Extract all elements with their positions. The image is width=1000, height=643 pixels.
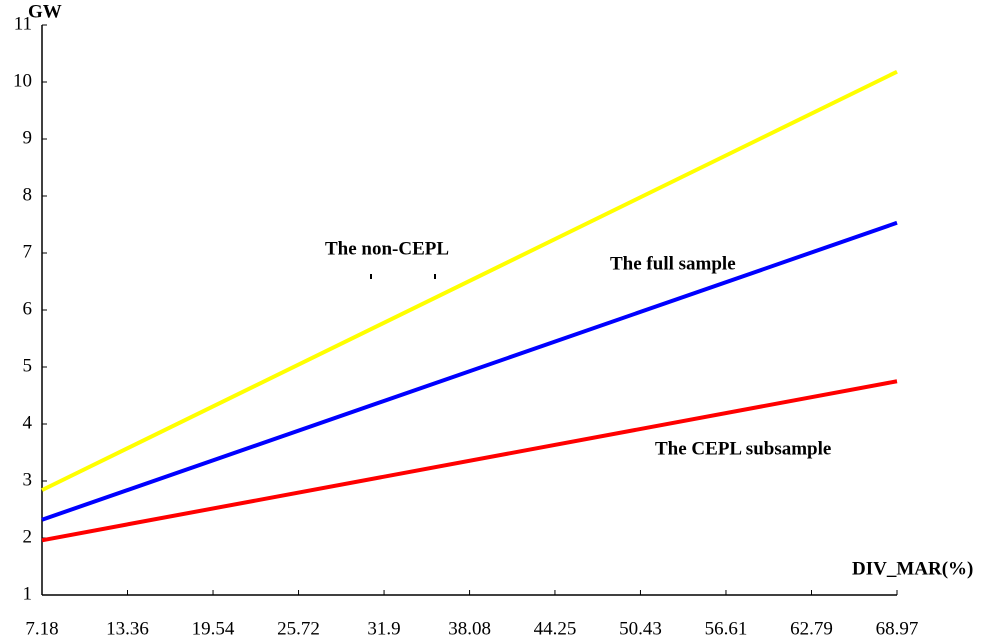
series-line bbox=[41, 220, 898, 522]
y-tick-label: 8 bbox=[23, 184, 33, 205]
y-tick-label: 2 bbox=[23, 526, 33, 547]
y-tick-label: 1 bbox=[23, 583, 33, 604]
series-label: The non-CEPL bbox=[325, 238, 449, 259]
y-axis-label: GW bbox=[28, 1, 62, 22]
y-tick-label: 7 bbox=[23, 241, 33, 262]
x-tick-label: 38.08 bbox=[448, 618, 491, 639]
series-line bbox=[41, 379, 898, 543]
series-line bbox=[41, 69, 898, 492]
series-label: The full sample bbox=[610, 253, 736, 274]
y-tick-label: 3 bbox=[23, 469, 33, 490]
x-tick-label: 68.97 bbox=[876, 618, 919, 639]
y-tick-label: 4 bbox=[23, 412, 33, 433]
x-tick-label: 62.79 bbox=[790, 618, 833, 639]
y-tick-label: 10 bbox=[13, 70, 32, 91]
y-tick-label: 11 bbox=[14, 13, 32, 34]
x-tick-label: 13.36 bbox=[106, 618, 149, 639]
x-tick-label: 7.18 bbox=[25, 618, 58, 639]
x-tick-label: 19.54 bbox=[192, 618, 235, 639]
x-tick-label: 50.43 bbox=[619, 618, 662, 639]
x-tick-label: 31.9 bbox=[367, 618, 400, 639]
x-tick-label: 25.72 bbox=[277, 618, 320, 639]
series-label: The CEPL subsample bbox=[655, 438, 831, 459]
y-tick-label: 5 bbox=[23, 355, 33, 376]
x-tick-label: 44.25 bbox=[534, 618, 577, 639]
x-tick-label: 56.61 bbox=[705, 618, 748, 639]
x-axis-label: DIV_MAR(%) bbox=[852, 558, 973, 579]
y-tick-label: 9 bbox=[23, 127, 33, 148]
y-tick-label: 6 bbox=[23, 298, 33, 319]
